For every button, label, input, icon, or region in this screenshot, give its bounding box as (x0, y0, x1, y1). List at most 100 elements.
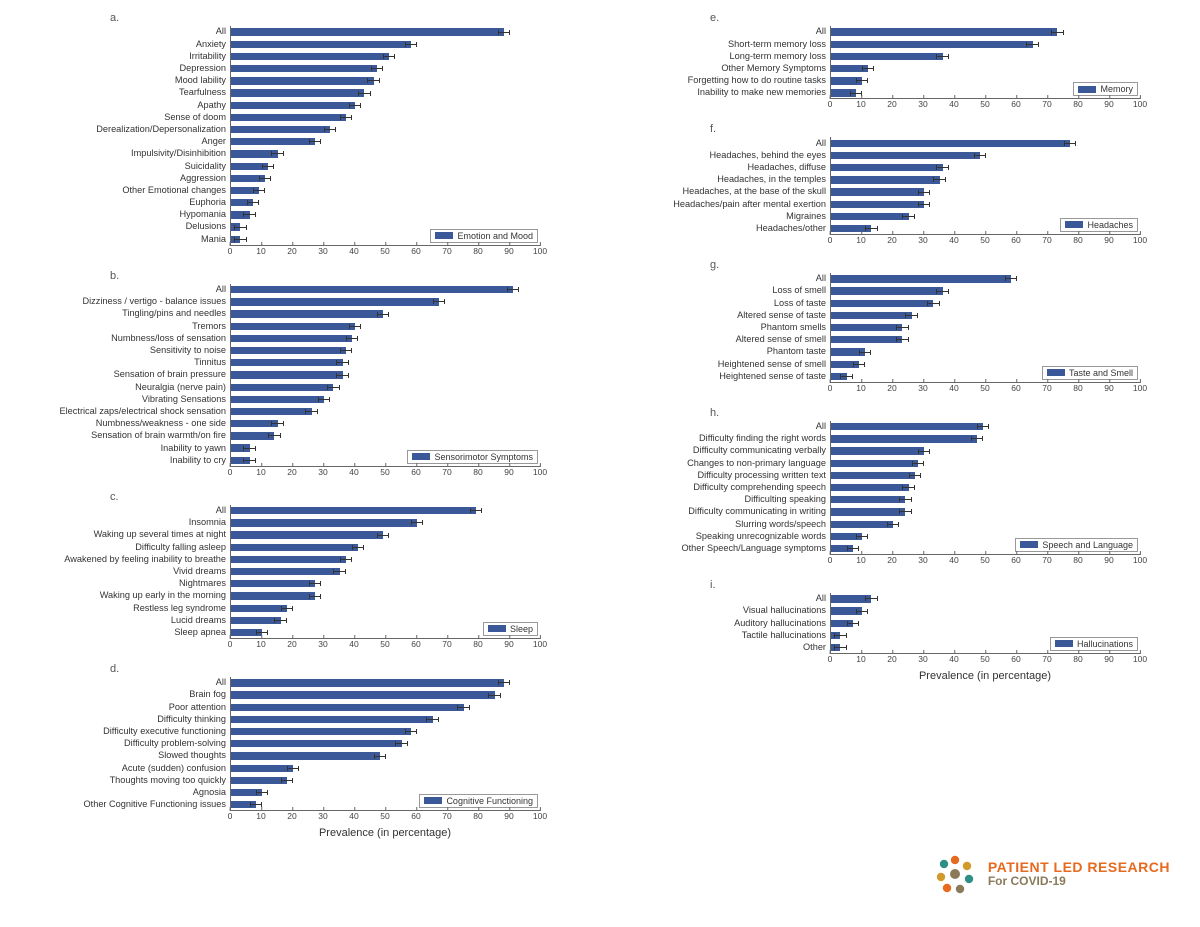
row-label: Dizziness / vertigo - balance issues (83, 296, 227, 308)
bar (231, 777, 287, 784)
error-bar (896, 339, 908, 340)
error-bar (405, 44, 417, 45)
bars (231, 505, 540, 638)
bar (231, 384, 333, 391)
bar-row (831, 617, 1140, 629)
x-tick: 10 (256, 811, 265, 821)
error-bar (977, 426, 989, 427)
error-bar (309, 141, 321, 142)
x-tick: 30 (918, 99, 927, 109)
bar-row (231, 296, 540, 308)
error-bar (457, 707, 469, 708)
bars (231, 26, 540, 245)
bar (231, 310, 383, 317)
legend: Sensorimotor Symptoms (407, 450, 538, 464)
legend-label: Sleep (510, 624, 533, 634)
x-tick: 60 (1011, 654, 1020, 664)
plot-wrap: Cognitive Functioning 0102030405060708090… (230, 677, 540, 839)
error-bar (383, 56, 395, 57)
x-tick: 70 (1042, 235, 1051, 245)
bar-row (831, 297, 1140, 309)
row-label: Lucid dreams (171, 614, 226, 626)
error-bar (856, 536, 868, 537)
bar-row (831, 457, 1140, 469)
labels-column: AllHeadaches, behind the eyesHeadaches, … (620, 137, 830, 249)
x-tick: 80 (473, 811, 482, 821)
panel-letter: c. (110, 491, 580, 503)
error-bar (268, 435, 280, 436)
error-bar (840, 376, 852, 377)
x-tick: 30 (918, 654, 927, 664)
legend: Headaches (1060, 218, 1138, 232)
bar-row (231, 553, 540, 565)
row-label: Tactile hallucinations (742, 629, 826, 641)
error-bar (250, 804, 262, 805)
error-bar (507, 289, 519, 290)
bar-row (231, 590, 540, 602)
error-bar (856, 80, 868, 81)
labels-column: AllDizziness / vertigo - balance issuesT… (20, 284, 230, 481)
row-label: All (816, 593, 826, 605)
bar (231, 605, 287, 612)
error-bar (498, 682, 510, 683)
bar-row (231, 357, 540, 369)
error-bar (318, 399, 330, 400)
error-bar (974, 155, 986, 156)
row-label: Phantom taste (767, 346, 826, 358)
error-bar (349, 326, 361, 327)
bar (231, 592, 315, 599)
bar (231, 556, 346, 563)
x-tick: 40 (949, 99, 958, 109)
labels-column: AllShort-term memory lossLong-term memor… (620, 26, 830, 113)
legend: Sleep (483, 622, 538, 636)
legend-label: Memory (1100, 84, 1133, 94)
error-bar (936, 167, 948, 168)
labels-column: AllLoss of smellLoss of tasteAltered sen… (620, 273, 830, 397)
row-label: Vibrating Sensations (142, 393, 226, 405)
row-label: Other Cognitive Functioning issues (84, 799, 226, 811)
row-label: All (216, 505, 226, 517)
error-bar (253, 190, 265, 191)
legend-swatch (1065, 221, 1083, 228)
row-label: Slurring words/speech (735, 518, 826, 530)
bar-row (831, 198, 1140, 210)
bar (831, 213, 909, 220)
legend-label: Headaches (1087, 220, 1133, 230)
x-tick: 40 (949, 383, 958, 393)
x-tick: 60 (1011, 235, 1020, 245)
x-tick: 20 (887, 383, 896, 393)
error-bar (243, 214, 255, 215)
row-label: Neuralgia (nerve pain) (135, 381, 226, 393)
bar-row (231, 26, 540, 38)
error-bar (271, 153, 283, 154)
row-label: Waking up early in the morning (100, 590, 226, 602)
error-bar (859, 352, 871, 353)
bar (831, 53, 943, 60)
bar (231, 580, 315, 587)
x-tick: 10 (256, 246, 265, 256)
x-tick: 50 (980, 235, 989, 245)
plot-wrap: Sensorimotor Symptoms0102030405060708090… (230, 284, 540, 481)
bar (231, 65, 377, 72)
x-tick: 40 (349, 467, 358, 477)
row-label: Altered sense of smell (736, 334, 826, 346)
error-bar (847, 548, 859, 549)
bar-row (831, 162, 1140, 174)
row-label: Heightened sense of smell (718, 358, 826, 370)
row-label: Hypomania (180, 209, 226, 221)
error-bar (865, 598, 877, 599)
plot-wrap: Hallucinations0102030405060708090100Prev… (830, 593, 1140, 682)
x-tick: 100 (1133, 654, 1147, 664)
bar-row (231, 332, 540, 344)
row-label: Speaking unrecognizable words (696, 530, 826, 542)
row-label: Difficulty executive functioning (103, 726, 226, 738)
x-tick: 40 (349, 639, 358, 649)
bar (831, 300, 933, 307)
bar-row (231, 197, 540, 209)
error-bar (247, 202, 259, 203)
x-tick: 50 (980, 555, 989, 565)
x-axis: 0102030405060708090100 (230, 811, 540, 825)
error-bar (327, 387, 339, 388)
panel-letter: a. (110, 12, 580, 24)
legend-label: Cognitive Functioning (446, 796, 533, 806)
